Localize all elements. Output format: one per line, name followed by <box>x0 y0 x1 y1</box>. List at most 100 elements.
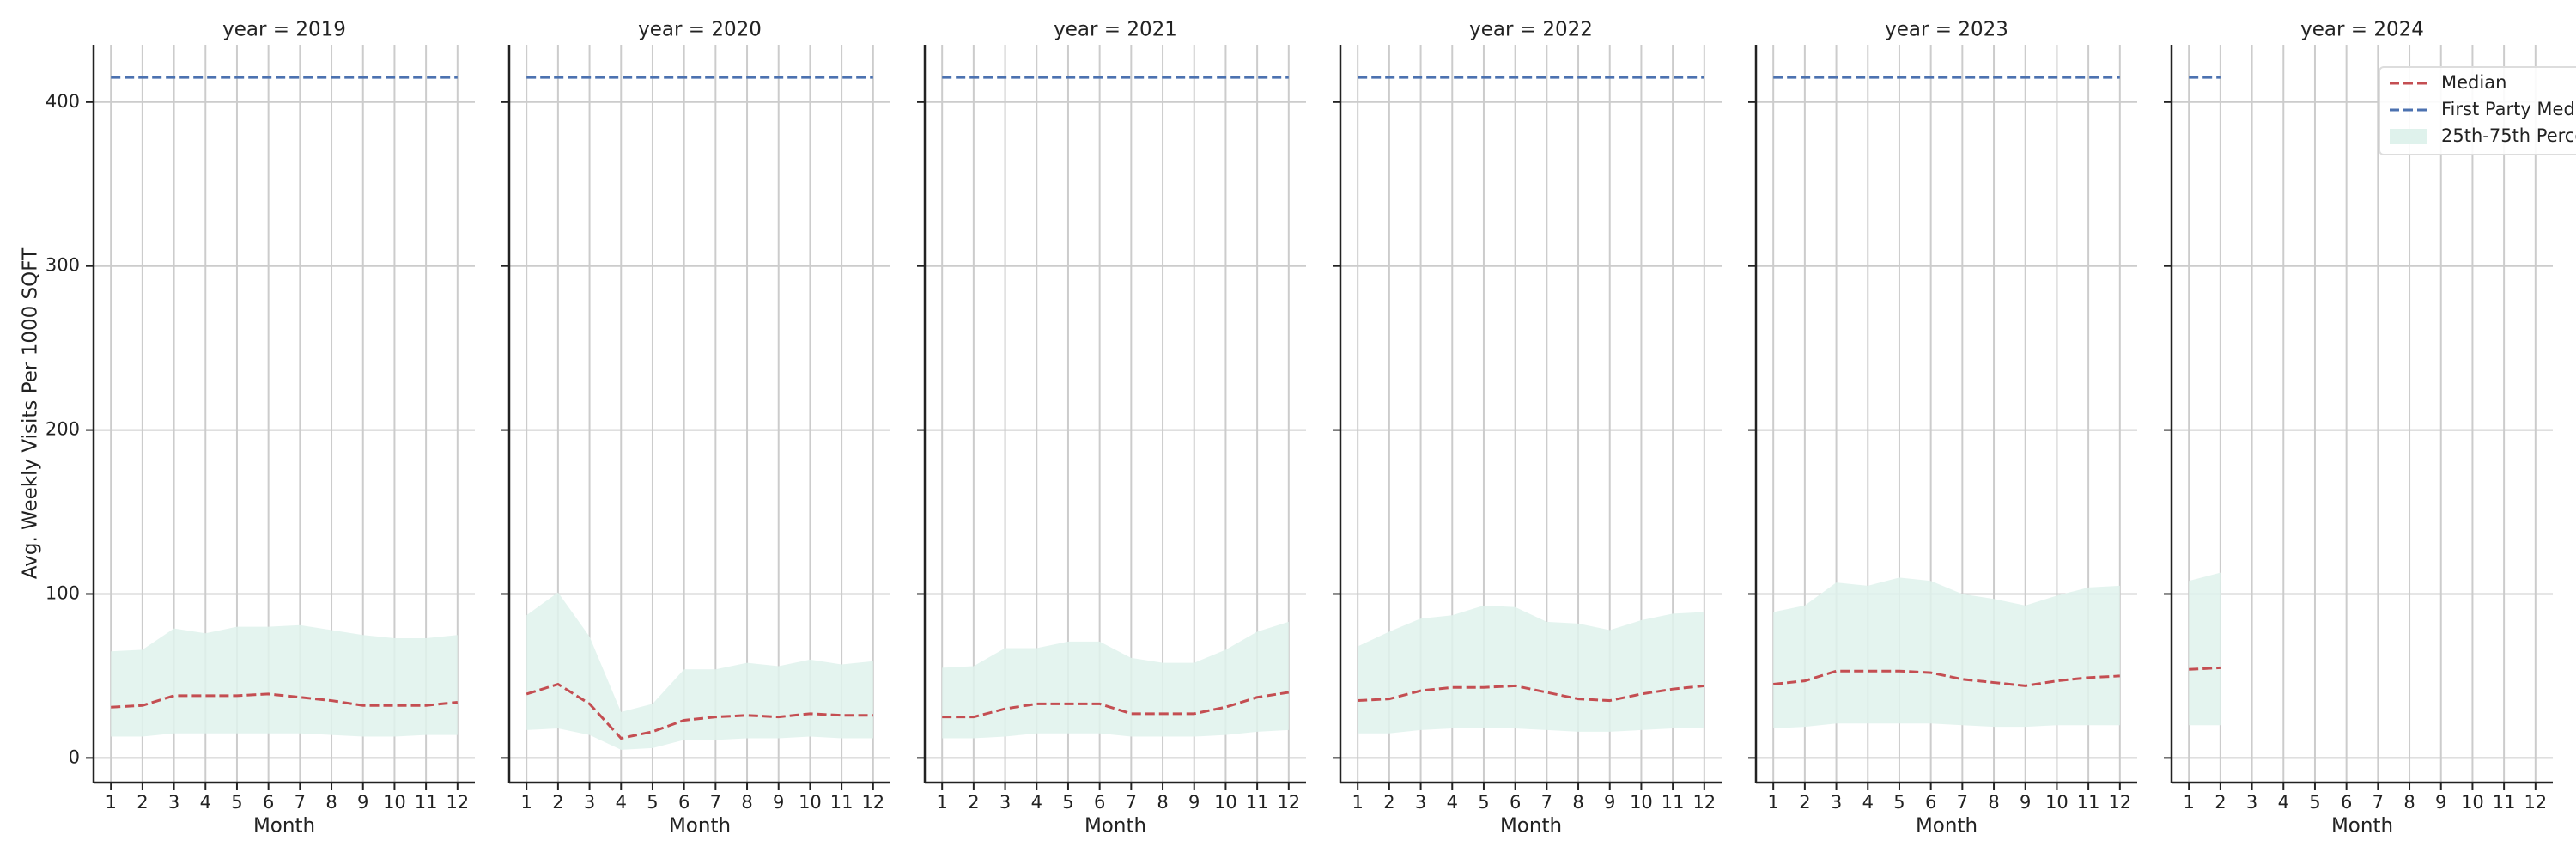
x-tick-label: 5 <box>1893 792 1905 813</box>
y-tick-label: 200 <box>46 419 80 440</box>
x-tick-label: 12 <box>2524 792 2547 813</box>
y-tick-label: 300 <box>46 255 80 276</box>
x-tick-label: 4 <box>616 792 627 813</box>
x-tick-label: 3 <box>2246 792 2257 813</box>
x-tick-label: 10 <box>383 792 406 813</box>
panel-title: year = 2019 <box>222 19 346 41</box>
series-line <box>942 691 1290 719</box>
x-tick-label: 10 <box>1214 792 1237 813</box>
x-tick-label: 11 <box>1246 792 1269 813</box>
percentile-band <box>111 624 458 737</box>
panel-title: year = 2024 <box>2300 19 2424 41</box>
x-tick-label: 7 <box>1126 792 1137 813</box>
legend-label: 25th-75th Percentile <box>2441 125 2576 146</box>
percentile-band <box>1358 605 1704 734</box>
x-tick-label: 2 <box>552 792 563 813</box>
x-tick-label: 3 <box>1831 792 1842 813</box>
x-tick-label: 4 <box>1031 792 1042 813</box>
series-line <box>2189 666 2221 671</box>
series-line <box>111 692 458 709</box>
x-tick-label: 12 <box>2108 792 2131 813</box>
x-tick-label: 9 <box>773 792 784 813</box>
x-tick-label: 4 <box>200 792 211 813</box>
legend-label: First Party Median <box>2441 99 2576 119</box>
x-tick-label: 9 <box>2020 792 2031 813</box>
x-tick-label: 12 <box>861 792 884 813</box>
x-tick-label: 5 <box>2309 792 2320 813</box>
x-tick-label: 1 <box>1767 792 1778 813</box>
x-tick-label: 5 <box>1478 792 1489 813</box>
x-tick-label: 3 <box>999 792 1011 813</box>
x-tick-label: 6 <box>1510 792 1521 813</box>
x-tick-label: 2 <box>1383 792 1394 813</box>
percentile-band <box>1773 577 2120 729</box>
x-tick-label: 6 <box>263 792 274 813</box>
y-tick-label: 400 <box>46 91 80 112</box>
x-tick-label: 3 <box>168 792 179 813</box>
x-tick-label: 4 <box>1862 792 1874 813</box>
x-tick-label: 7 <box>295 792 306 813</box>
x-axis-label: Month <box>1084 815 1146 838</box>
y-tick-label: 0 <box>69 746 80 767</box>
x-tick-label: 9 <box>357 792 368 813</box>
x-tick-label: 10 <box>1630 792 1653 813</box>
legend-label: Median <box>2441 72 2506 93</box>
panel-title: year = 2022 <box>1469 19 1593 41</box>
y-axis-label: Avg. Weekly Visits Per 1000 SQFT <box>20 247 42 579</box>
series-line <box>1773 669 2120 687</box>
x-tick-label: 5 <box>1062 792 1073 813</box>
x-tick-label: 9 <box>1188 792 1200 813</box>
x-tick-label: 2 <box>137 792 148 813</box>
x-tick-label: 8 <box>1572 792 1583 813</box>
series-line <box>526 682 873 740</box>
x-tick-label: 11 <box>1662 792 1685 813</box>
x-tick-label: 10 <box>2045 792 2069 813</box>
x-tick-label: 6 <box>678 792 690 813</box>
percentile-band <box>942 621 1289 739</box>
x-tick-label: 7 <box>1541 792 1552 813</box>
x-tick-label: 8 <box>1988 792 1999 813</box>
x-tick-label: 6 <box>1094 792 1105 813</box>
x-tick-label: 1 <box>936 792 947 813</box>
x-axis-label: Month <box>669 815 731 838</box>
x-tick-label: 8 <box>2403 792 2415 813</box>
x-tick-label: 6 <box>1925 792 1936 813</box>
x-tick-label: 1 <box>1352 792 1363 813</box>
x-tick-label: 8 <box>1157 792 1168 813</box>
x-tick-label: 1 <box>105 792 116 813</box>
percentile-band <box>526 592 873 750</box>
x-tick-label: 5 <box>647 792 658 813</box>
x-tick-label: 11 <box>2077 792 2100 813</box>
x-tick-label: 2 <box>1799 792 1810 813</box>
panel-title: year = 2021 <box>1054 19 1177 41</box>
x-tick-label: 1 <box>520 792 532 813</box>
x-tick-label: 7 <box>710 792 721 813</box>
x-tick-label: 11 <box>830 792 854 813</box>
x-tick-label: 7 <box>1957 792 1968 813</box>
x-axis-label: Month <box>253 815 315 838</box>
x-tick-label: 6 <box>2341 792 2352 813</box>
legend-swatch <box>2390 129 2427 144</box>
x-tick-label: 2 <box>968 792 979 813</box>
x-tick-label: 10 <box>2461 792 2484 813</box>
percentile-band <box>2189 572 2221 726</box>
x-tick-label: 2 <box>2215 792 2226 813</box>
x-tick-label: 12 <box>446 792 469 813</box>
x-tick-label: 1 <box>2183 792 2194 813</box>
series-line <box>1358 684 1704 703</box>
x-axis-label: Month <box>2331 815 2393 838</box>
x-tick-label: 3 <box>1415 792 1426 813</box>
x-axis-label: Month <box>1500 815 1562 838</box>
x-tick-label: 11 <box>415 792 438 813</box>
x-tick-label: 8 <box>325 792 337 813</box>
x-tick-label: 12 <box>1692 792 1716 813</box>
panel-title: year = 2020 <box>638 19 762 41</box>
x-tick-label: 7 <box>2372 792 2384 813</box>
x-tick-label: 8 <box>741 792 752 813</box>
legend-box <box>2379 66 2576 155</box>
x-tick-label: 5 <box>231 792 242 813</box>
x-tick-label: 12 <box>1277 792 1300 813</box>
x-tick-label: 4 <box>2278 792 2289 813</box>
